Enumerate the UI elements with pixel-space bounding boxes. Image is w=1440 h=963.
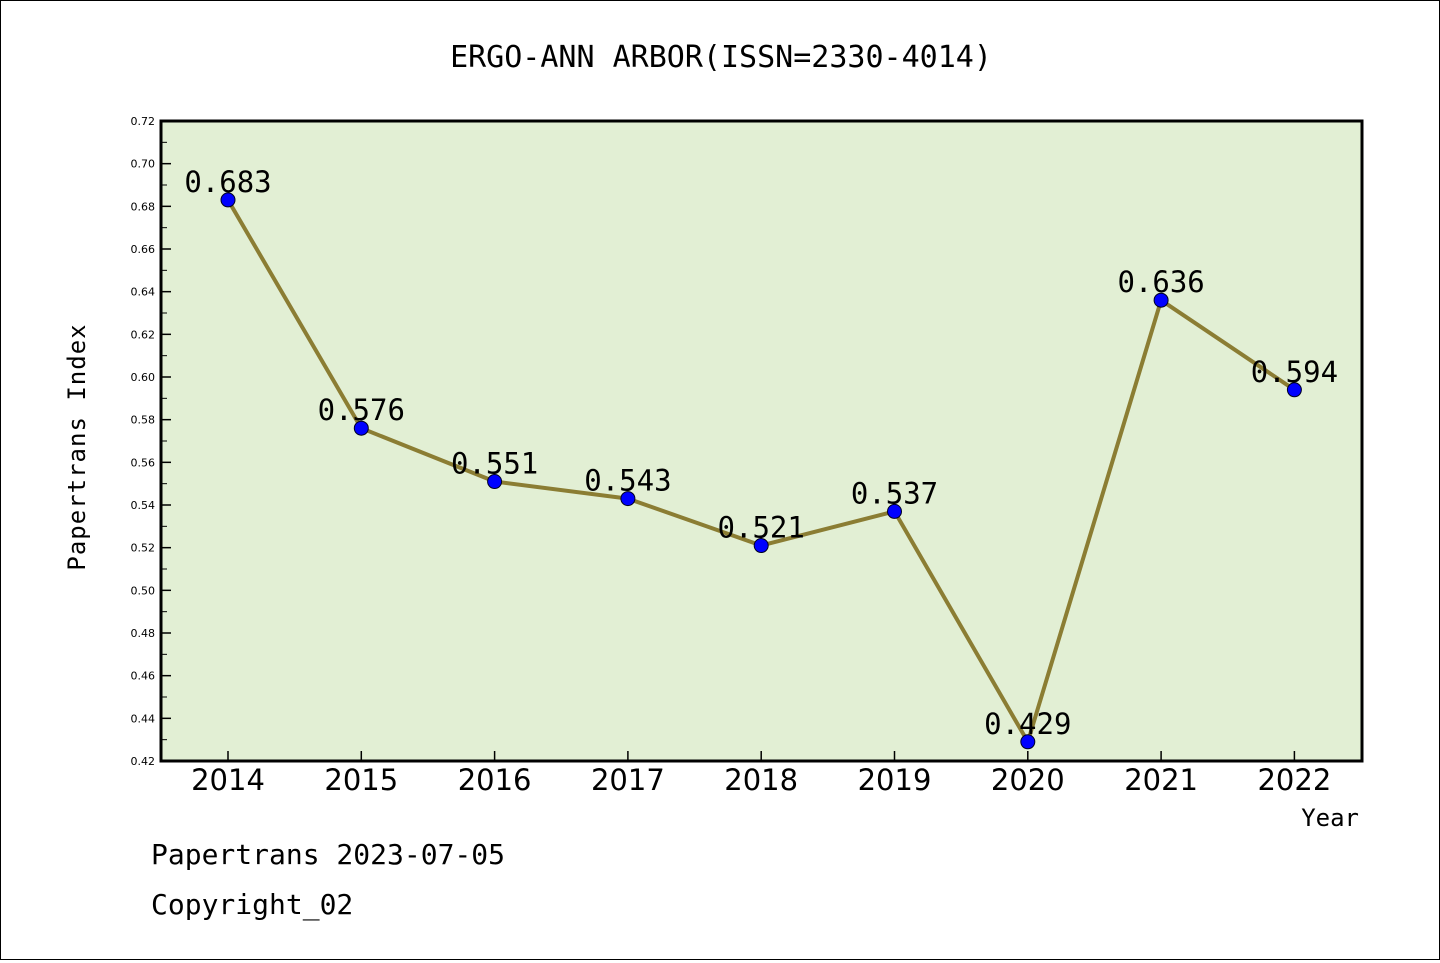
y-tick-label: 0.70 [131,158,156,171]
y-axis: 0.42 0.44 0.46 0.48 0.50 0.52 0.54 0.56 0.58 0.60… [131,115,171,768]
data-point [220,192,236,208]
x-axis: 2014 2015 2016 2017 2018 2019 2020 2021 2022 [191,751,1331,797]
x-tick-label: 2019 [858,763,932,797]
data-point [487,474,503,490]
y-tick-label: 0.50 [131,584,156,597]
data-point [753,538,769,554]
x-tick-label: 2021 [1124,763,1198,797]
data-point [1286,382,1302,398]
data-label: 0.636 [1117,265,1204,299]
y-tick-label: 0.66 [131,243,156,256]
x-tick-label: 2015 [324,763,398,797]
data-label: 0.551 [451,447,538,481]
y-axis-label: Papertrans Index [63,323,91,570]
data-label: 0.537 [851,476,938,510]
y-tick-label: 0.48 [131,627,156,640]
data-point [887,503,902,519]
data-label: 0.683 [184,165,271,199]
footer-date: Papertrans 2023-07-05 [151,838,505,871]
y-tick-label: 0.44 [131,712,156,725]
x-tick-label: 2022 [1257,763,1331,797]
y-tick-label: 0.62 [131,328,156,341]
data-point [353,420,369,436]
data-label: 0.543 [584,464,671,498]
data-point [1153,292,1169,308]
chart-title: ERGO-ANN ARBOR(ISSN=2330-4014) [450,40,992,75]
data-point [1020,734,1036,750]
y-tick-label: 0.54 [131,499,156,512]
plot-area [159,119,1364,763]
y-tick-label: 0.68 [131,200,156,213]
data-label: 0.594 [1251,355,1338,389]
y-tick-label: 0.60 [131,371,156,384]
y-tick-label: 0.58 [131,414,156,427]
series-layer: 0.683 0.576 0.551 0.543 0.521 0.537 0.429 0.636… [184,165,1338,750]
footer-copyright: Copyright_02 [151,888,353,922]
y-tick-label: 0.42 [131,755,156,768]
data-point [620,491,636,507]
y-tick-label: 0.56 [131,456,156,469]
x-tick-label: 2017 [591,763,665,797]
x-tick-label: 2018 [724,763,798,797]
y-tick-label: 0.52 [131,542,156,555]
data-label: 0.429 [984,707,1071,741]
x-tick-label: 2016 [458,763,532,797]
x-tick-label: 2020 [991,763,1065,797]
data-label: 0.521 [718,511,805,545]
data-label: 0.576 [318,393,405,427]
y-tick-label: 0.64 [131,286,156,299]
x-axis-label: Year [1301,804,1359,832]
x-tick-label: 2014 [191,763,265,797]
y-tick-label: 0.72 [131,115,156,128]
y-tick-label: 0.46 [131,670,156,683]
